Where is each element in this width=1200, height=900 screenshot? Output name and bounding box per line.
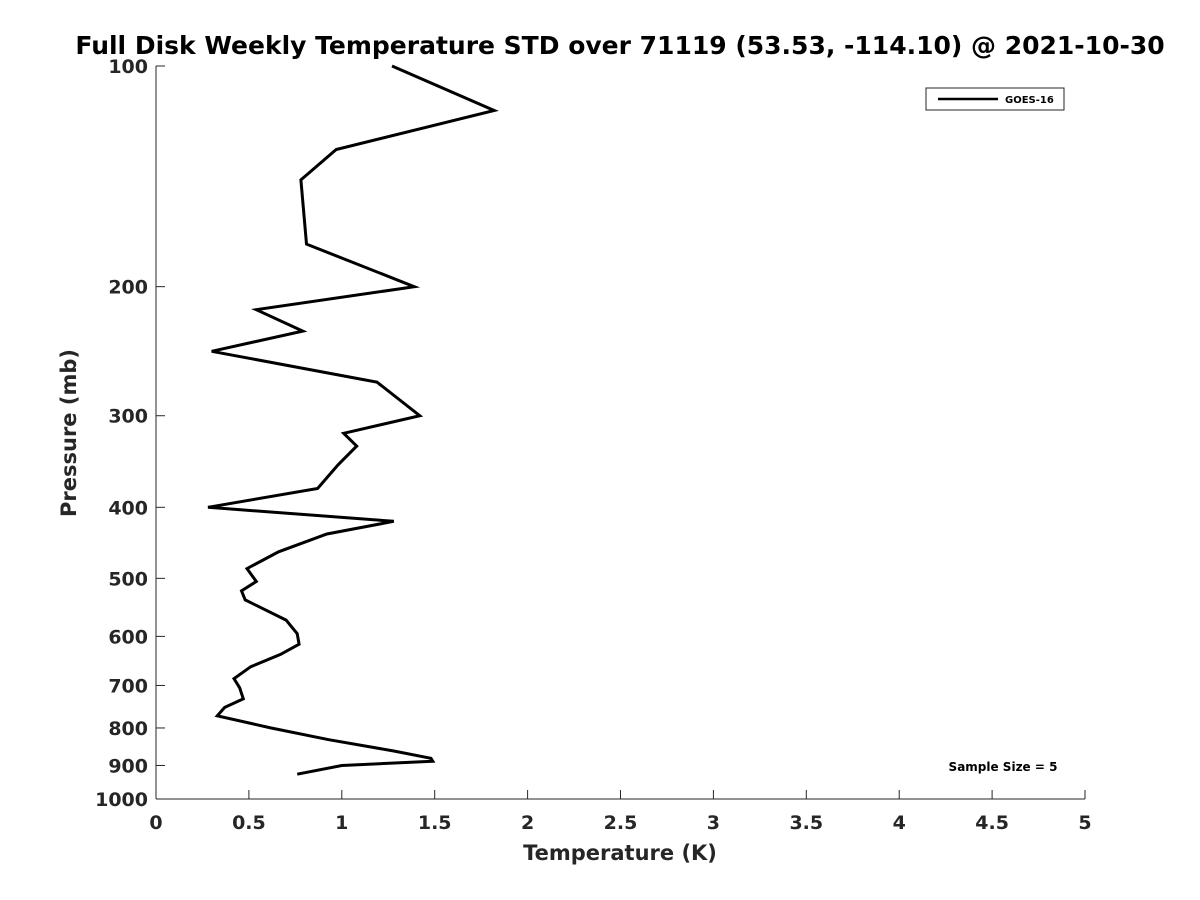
y-tick-label: 300 (108, 406, 148, 428)
y-tick-label: 100 (108, 56, 148, 78)
y-tick-label: 1000 (95, 789, 148, 811)
y-tick-label: 600 (108, 626, 148, 648)
series-layer (207, 64, 499, 776)
x-tick-label: 3 (707, 812, 720, 834)
y-axis-label: Pressure (mb) (57, 349, 81, 517)
series-line-goes-16 (207, 64, 499, 776)
x-tick-label: 2 (521, 812, 534, 834)
x-tick-label: 1 (335, 812, 348, 834)
x-tick-label: 3.5 (789, 812, 823, 834)
x-ticks: 0 0.5 1 1.5 2 2.5 3 3.5 4 4.5 5 (149, 790, 1092, 834)
x-axis-label: Temperature (K) (523, 841, 717, 865)
x-tick-label: 4.5 (975, 812, 1009, 834)
x-tick-label: 1.5 (418, 812, 452, 834)
legend: GOES-16 (925, 87, 1065, 111)
sample-size-annotation: Sample Size = 5 (949, 760, 1058, 774)
y-tick-label: 500 (108, 568, 148, 590)
y-tick-label: 200 (108, 277, 148, 299)
y-tick-label: 700 (108, 675, 148, 697)
y-tick-label: 900 (108, 755, 148, 777)
x-tick-label: 5 (1078, 812, 1091, 834)
y-ticks: 100 200 300 400 500 600 700 800 900 1000 (95, 56, 165, 811)
legend-label: GOES-16 (1005, 95, 1054, 106)
y-tick-label: 400 (108, 497, 148, 519)
x-tick-label: 0 (149, 812, 162, 834)
axes (155, 66, 1085, 800)
chart-title: Full Disk Weekly Temperature STD over 71… (75, 31, 1164, 60)
x-tick-label: 0.5 (232, 812, 266, 834)
x-tick-label: 4 (893, 812, 906, 834)
x-tick-label: 2.5 (604, 812, 638, 834)
y-tick-label: 800 (108, 718, 148, 740)
